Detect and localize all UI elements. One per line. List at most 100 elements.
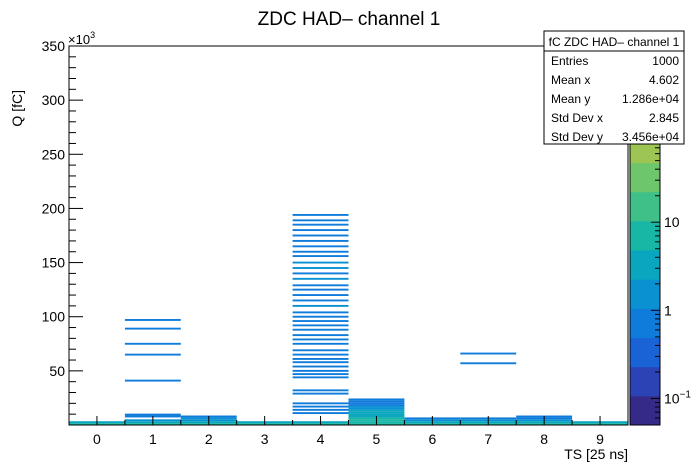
histogram-cell [348,411,405,414]
x-tick-label: 1 [149,431,157,447]
x-axis-label: TS [25 ns] [564,446,628,462]
stats-row-value: 2.845 [649,111,679,125]
histogram-cell [292,353,349,356]
histogram-cell [124,353,181,356]
histogram-cell [292,272,349,275]
y-tick-label: 250 [42,146,66,162]
stats-row-label: Std Dev y [551,130,603,144]
x-tick-label: 8 [540,431,548,447]
x-tick-label: 6 [428,431,436,447]
histogram-cell [292,365,349,368]
stats-row-value: 4.602 [649,73,679,87]
histogram-cell [124,342,181,345]
histogram-cell [292,342,349,345]
histogram-cell [292,373,349,376]
color-scale-segment [630,162,660,193]
histogram-cell [292,223,349,226]
histogram-cell [292,234,349,237]
histogram-cell [292,245,349,248]
histogram-cell [292,294,349,297]
x-tick-label: 7 [484,431,492,447]
histogram-cell [292,229,349,232]
color-scale-segment [630,191,660,222]
stats-row-label: Std Dev x [551,111,603,125]
histogram-cell [292,315,349,318]
stats-box: fC ZDC HAD– channel 1 Entries 1000 Mean x 4… [543,30,685,145]
histogram-cell [292,334,349,337]
histogram-cell [292,277,349,280]
histogram-cell [292,402,349,405]
color-scale-tick-label: 10−1 [664,389,691,406]
y-axis: 50 100 150 200 250 300 350 [42,38,83,415]
histogram-cell [292,304,349,307]
histogram-cell [292,320,349,322]
histogram-cell [292,261,349,264]
histogram-cell [292,328,349,331]
y-tick-label: 50 [49,363,65,379]
x-tick-label: 0 [93,431,101,447]
histogram-cell [292,311,349,314]
histogram-cell [348,402,405,405]
histogram-cell [292,219,349,222]
color-scale-tick-label: 10 [664,214,680,230]
y-axis-multiplier: ×103 [68,30,95,47]
y-tick-label: 150 [42,255,66,271]
histogram-cell [348,413,405,416]
plot-frame [68,45,629,426]
histogram-cell [292,408,349,411]
x-tick-label: 3 [261,431,269,447]
histogram-cell [292,361,349,364]
histogram-cells [69,213,628,425]
chart-title: ZDC HAD– channel 1 [258,9,441,30]
histogram-cell [292,349,349,352]
histogram-cell [292,338,349,341]
stats-row-value: 3.456e+04 [622,130,679,144]
color-scale-segment [630,250,660,280]
stats-row-label: Entries [551,54,588,68]
histogram-cell [460,362,517,365]
histogram-cell [292,376,349,379]
color-scale-segment [630,308,660,339]
histogram-cell [348,409,405,412]
histogram-cell [292,412,349,415]
histogram-cell [292,255,349,258]
stats-row-value: 1000 [652,54,679,68]
x-axis: 0 1 2 3 4 5 6 7 8 9 [68,416,629,447]
histogram-cell [124,327,181,330]
color-scale-tick-label: 1 [664,302,672,318]
stats-row-label: Mean x [551,73,590,87]
histogram-cell [292,267,349,269]
x-tick-label: 9 [596,431,604,447]
stats-title: fC ZDC HAD– channel 1 [549,35,680,49]
color-scale-segment [630,395,660,426]
histogram-cell [124,319,181,321]
y-tick-label: 300 [42,92,66,108]
histogram-cell [124,379,181,382]
stats-box-frame [543,30,685,145]
histogram-cell [292,369,349,372]
y-tick-label: 200 [42,200,66,216]
histogram-cell [292,357,349,360]
histogram-cell [292,288,349,291]
histogram-cell [348,406,405,408]
x-tick-label: 5 [373,431,381,447]
histogram-cell [292,239,349,242]
x-tick-label: 4 [317,431,325,447]
color-scale-segment [630,366,660,397]
stats-row-label: Mean y [551,92,590,106]
histogram-cell [292,389,349,392]
histogram-cell [292,392,349,395]
histogram-cell [292,284,349,287]
histogram-cell [292,299,349,302]
histogram-cell [348,404,405,407]
histogram-cell [292,250,349,253]
stats-row-value: 1.286e+04 [622,92,679,106]
histogram-cell [292,405,349,408]
histogram-cell [292,213,349,216]
y-tick-label: 100 [42,309,66,325]
x-tick-label: 2 [205,431,213,447]
histogram-cell [124,413,181,416]
color-scale-segment [630,337,660,368]
y-tick-label: 350 [42,38,66,54]
